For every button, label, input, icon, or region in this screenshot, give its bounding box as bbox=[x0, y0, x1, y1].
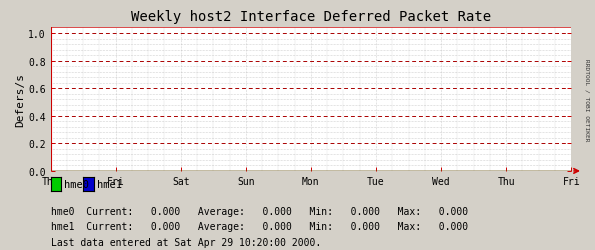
Title: Weekly host2 Interface Deferred Packet Rate: Weekly host2 Interface Deferred Packet R… bbox=[131, 10, 491, 24]
Text: RRDTOOL / TOBI OETIKER: RRDTOOL / TOBI OETIKER bbox=[585, 59, 590, 141]
Text: hme1  Current:   0.000   Average:   0.000   Min:   0.000   Max:   0.000: hme1 Current: 0.000 Average: 0.000 Min: … bbox=[51, 221, 468, 231]
Text: hme1: hme1 bbox=[97, 180, 122, 189]
Text: hme0: hme0 bbox=[64, 180, 89, 189]
Y-axis label: Defers/s: Defers/s bbox=[15, 72, 26, 126]
Text: hme0  Current:   0.000   Average:   0.000   Min:   0.000   Max:   0.000: hme0 Current: 0.000 Average: 0.000 Min: … bbox=[51, 206, 468, 216]
Text: Last data entered at Sat Apr 29 10:20:00 2000.: Last data entered at Sat Apr 29 10:20:00… bbox=[51, 238, 321, 248]
